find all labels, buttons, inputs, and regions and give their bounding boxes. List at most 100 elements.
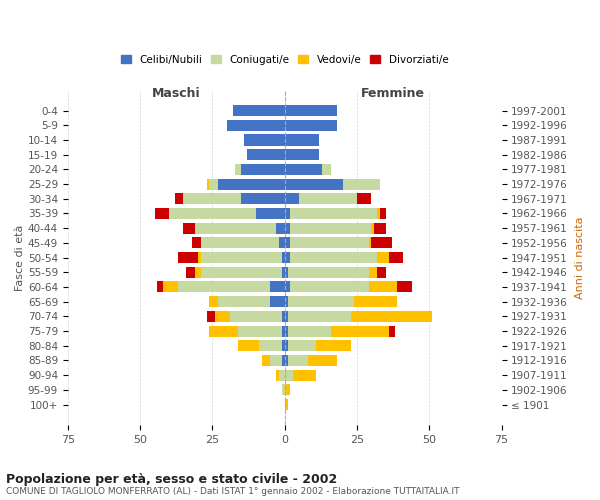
- Bar: [276, 222, 284, 234]
- Bar: [290, 282, 368, 292]
- Bar: [354, 296, 397, 307]
- Bar: [377, 208, 380, 219]
- Bar: [270, 355, 282, 366]
- Bar: [195, 266, 201, 278]
- Text: Maschi: Maschi: [152, 88, 200, 101]
- Bar: [284, 208, 290, 219]
- Bar: [284, 399, 287, 410]
- Bar: [287, 266, 368, 278]
- Bar: [201, 252, 282, 263]
- Bar: [187, 266, 195, 278]
- Bar: [284, 238, 290, 248]
- Bar: [227, 120, 284, 131]
- Bar: [284, 370, 293, 380]
- Bar: [206, 178, 209, 190]
- Bar: [163, 282, 178, 292]
- Y-axis label: Fasce di età: Fasce di età: [15, 224, 25, 290]
- Bar: [284, 340, 287, 351]
- Bar: [316, 340, 351, 351]
- Bar: [284, 178, 343, 190]
- Bar: [368, 266, 377, 278]
- Bar: [262, 355, 270, 366]
- Text: Femmine: Femmine: [361, 88, 425, 101]
- Bar: [192, 238, 201, 248]
- Bar: [371, 222, 374, 234]
- Bar: [284, 194, 299, 204]
- Bar: [287, 296, 354, 307]
- Bar: [218, 296, 270, 307]
- Bar: [377, 266, 386, 278]
- Bar: [368, 282, 397, 292]
- Bar: [293, 370, 316, 380]
- Bar: [178, 282, 270, 292]
- Y-axis label: Anni di nascita: Anni di nascita: [575, 216, 585, 299]
- Bar: [368, 238, 371, 248]
- Bar: [308, 355, 337, 366]
- Bar: [287, 355, 308, 366]
- Bar: [209, 296, 218, 307]
- Bar: [343, 178, 380, 190]
- Bar: [175, 194, 184, 204]
- Bar: [169, 208, 256, 219]
- Bar: [282, 266, 284, 278]
- Bar: [270, 282, 284, 292]
- Bar: [290, 222, 371, 234]
- Legend: Celibi/Nubili, Coniugati/e, Vedovi/e, Divorziati/e: Celibi/Nubili, Coniugati/e, Vedovi/e, Di…: [118, 52, 451, 68]
- Bar: [282, 340, 284, 351]
- Bar: [282, 355, 284, 366]
- Bar: [284, 296, 287, 307]
- Bar: [389, 252, 403, 263]
- Bar: [284, 222, 290, 234]
- Bar: [284, 326, 287, 336]
- Bar: [371, 238, 392, 248]
- Bar: [290, 208, 377, 219]
- Bar: [284, 120, 337, 131]
- Bar: [284, 149, 319, 160]
- Bar: [233, 105, 284, 116]
- Bar: [270, 296, 284, 307]
- Bar: [235, 164, 241, 175]
- Bar: [331, 326, 389, 336]
- Bar: [230, 311, 282, 322]
- Bar: [284, 355, 287, 366]
- Bar: [238, 340, 259, 351]
- Bar: [276, 370, 279, 380]
- Bar: [284, 384, 290, 396]
- Bar: [284, 164, 322, 175]
- Bar: [284, 105, 337, 116]
- Bar: [282, 311, 284, 322]
- Bar: [279, 238, 284, 248]
- Bar: [284, 282, 290, 292]
- Text: COMUNE DI TAGLIOLO MONFERRATO (AL) - Dati ISTAT 1° gennaio 2002 - Elaborazione T: COMUNE DI TAGLIOLO MONFERRATO (AL) - Dat…: [6, 488, 460, 496]
- Bar: [218, 178, 284, 190]
- Bar: [299, 194, 357, 204]
- Bar: [279, 370, 284, 380]
- Bar: [201, 266, 282, 278]
- Bar: [290, 238, 368, 248]
- Bar: [195, 222, 276, 234]
- Bar: [241, 194, 284, 204]
- Bar: [287, 326, 331, 336]
- Bar: [287, 311, 351, 322]
- Bar: [374, 222, 386, 234]
- Bar: [198, 252, 201, 263]
- Bar: [380, 208, 386, 219]
- Bar: [201, 238, 279, 248]
- Bar: [241, 164, 284, 175]
- Bar: [157, 282, 163, 292]
- Bar: [322, 164, 331, 175]
- Bar: [247, 149, 284, 160]
- Bar: [282, 326, 284, 336]
- Bar: [215, 311, 230, 322]
- Bar: [178, 252, 198, 263]
- Bar: [377, 252, 389, 263]
- Bar: [282, 252, 284, 263]
- Bar: [397, 282, 412, 292]
- Bar: [357, 194, 371, 204]
- Bar: [184, 222, 195, 234]
- Bar: [284, 134, 319, 145]
- Bar: [389, 326, 395, 336]
- Bar: [256, 208, 284, 219]
- Bar: [209, 178, 218, 190]
- Bar: [244, 134, 284, 145]
